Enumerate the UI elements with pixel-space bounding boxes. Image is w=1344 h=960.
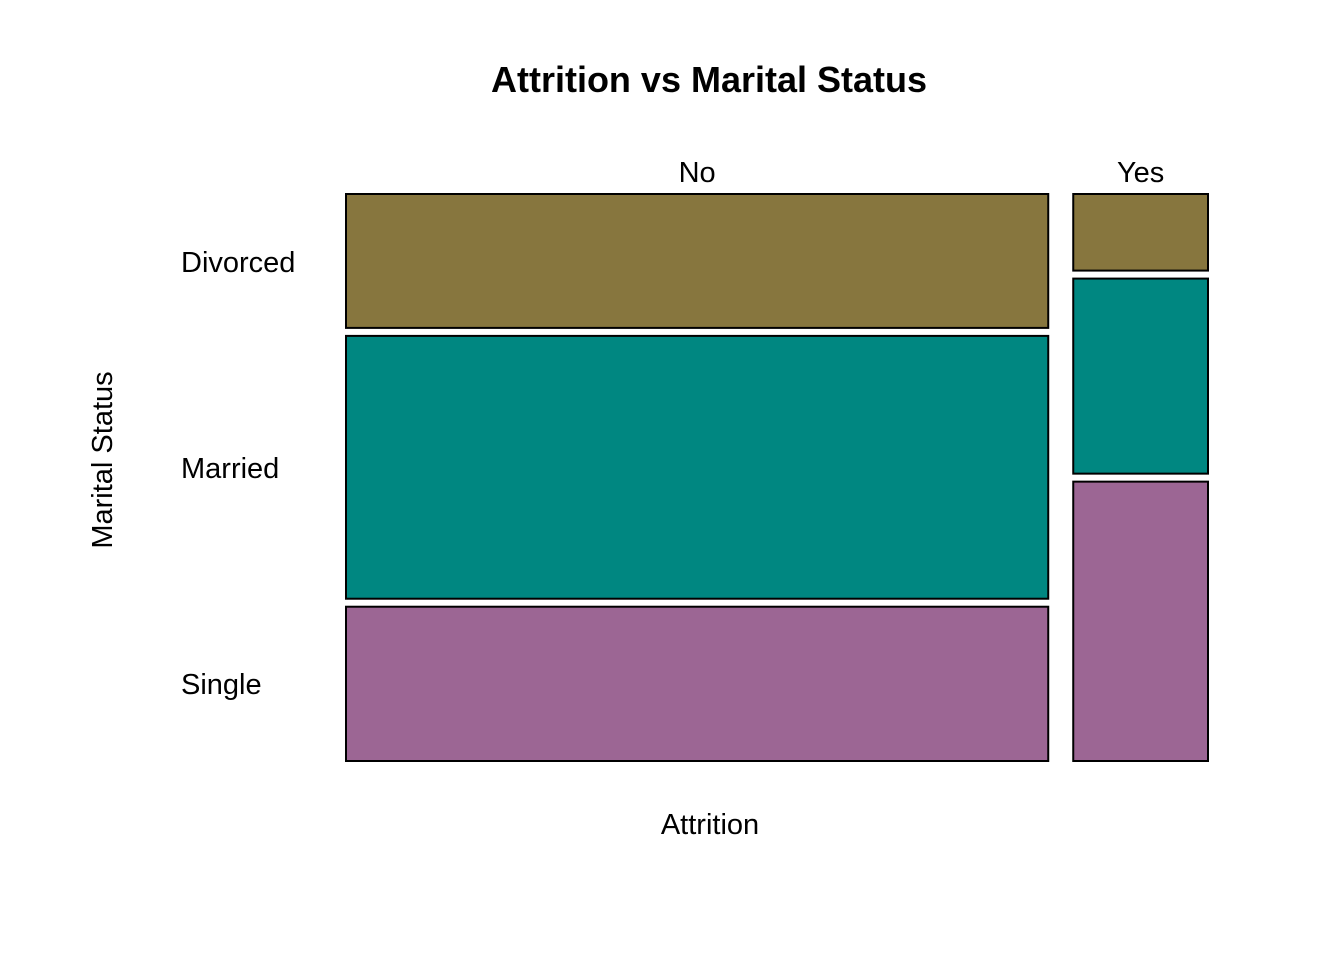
tile-no-divorced [345, 193, 1050, 329]
column-labels: No Yes [679, 157, 1165, 189]
y-axis-label: Marital Status [87, 371, 119, 548]
tile-yes-divorced [1072, 193, 1210, 272]
row-label-divorced: Divorced [181, 247, 295, 279]
x-axis-label: Attrition [661, 809, 759, 841]
tile-no-single [345, 605, 1050, 762]
chart-title: Attrition vs Marital Status [491, 59, 927, 100]
row-labels: Divorced Married Single [181, 247, 295, 701]
column-label-no: No [679, 157, 716, 189]
tile-no-married [345, 334, 1050, 600]
row-label-single: Single [181, 669, 262, 701]
mosaic-tiles [345, 193, 1210, 762]
tile-yes-married [1072, 277, 1210, 475]
column-label-yes: Yes [1117, 157, 1164, 189]
tile-yes-single [1072, 480, 1210, 762]
row-label-married: Married [181, 453, 279, 485]
